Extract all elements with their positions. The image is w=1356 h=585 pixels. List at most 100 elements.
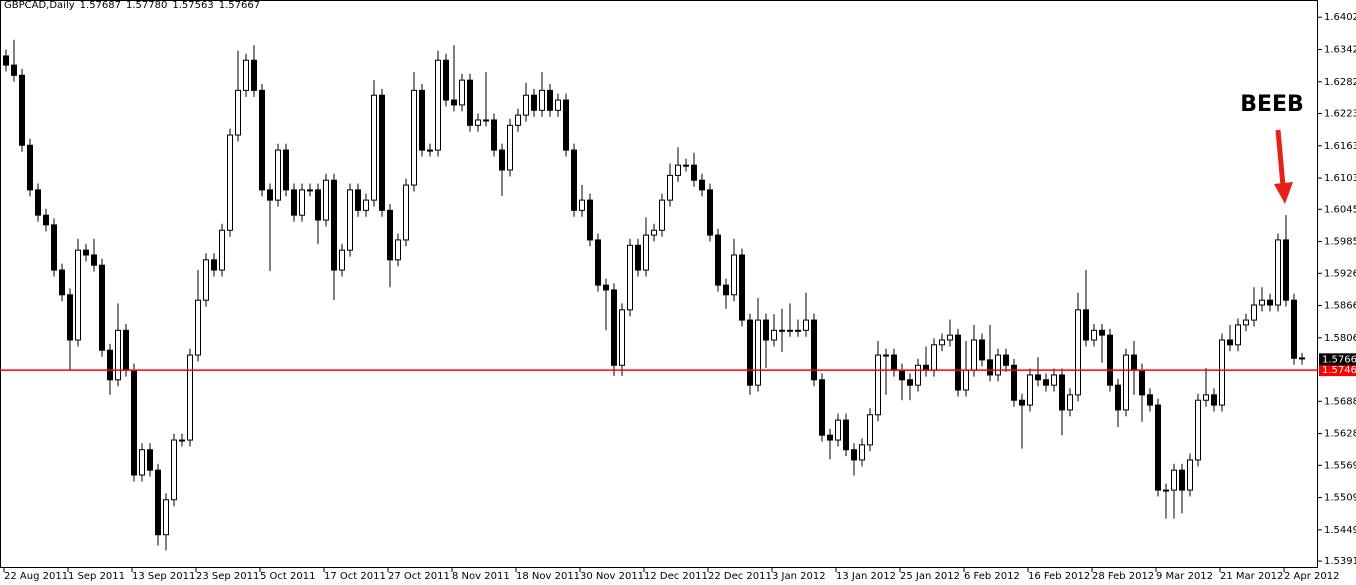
candle-body	[507, 124, 513, 171]
y-tick-label: 1.58060	[1324, 333, 1356, 344]
arrow-head	[1274, 182, 1293, 204]
candle-body	[1219, 339, 1225, 406]
candle-body	[1267, 299, 1273, 306]
x-tick-label: 13 Jan 2012	[836, 571, 896, 582]
candle-body	[115, 329, 121, 381]
candle-body	[875, 354, 881, 416]
candle-body	[427, 149, 433, 152]
x-tick-label: 12 Dec 2011	[644, 571, 708, 582]
candle-body	[259, 89, 265, 191]
candle-body	[843, 419, 849, 451]
candle-body	[411, 89, 417, 186]
candle-body	[579, 199, 585, 211]
candle-body	[971, 339, 977, 371]
candle-body	[939, 339, 945, 346]
candle-body	[475, 119, 481, 126]
x-tick-label: 9 Mar 2012	[1156, 571, 1213, 582]
candle-body	[1027, 374, 1033, 406]
arrow-shaft	[1275, 129, 1286, 187]
symbol: GBPCAD,Daily	[4, 0, 75, 11]
candle-body	[851, 449, 857, 461]
y-tick-label: 1.56880	[1324, 396, 1356, 407]
candle-body	[187, 354, 193, 441]
candle-body	[371, 94, 377, 201]
x-tick-label: 30 Nov 2011	[580, 571, 644, 582]
x-tick-label: 22 Dec 2011	[708, 571, 772, 582]
x-tick-label: 21 Mar 2012	[1220, 571, 1283, 582]
candle-body	[99, 264, 105, 351]
y-tick-label: 1.55690	[1324, 460, 1356, 471]
candle-body	[747, 319, 753, 386]
candle-body	[499, 149, 505, 171]
candle-body	[1067, 394, 1073, 411]
candle-body	[611, 289, 617, 366]
candle-body	[211, 259, 217, 271]
y-tick-label: 1.53910	[1324, 556, 1356, 567]
candle-body	[1299, 357, 1305, 360]
candle-body	[323, 179, 329, 221]
x-tick-label: 18 Nov 2011	[516, 571, 580, 582]
candle-body	[59, 269, 65, 296]
candle-body	[603, 284, 609, 291]
candle-body	[1283, 239, 1289, 301]
candle-body	[275, 149, 281, 201]
candle-body	[867, 414, 873, 446]
x-tick-label: 17 Oct 2011	[324, 571, 386, 582]
candle-body	[443, 59, 449, 101]
price-marker	[1319, 353, 1356, 366]
candle-body	[771, 329, 777, 341]
candle-body	[379, 94, 385, 211]
candle-body	[3, 55, 9, 66]
candle-body	[1115, 384, 1121, 411]
candle-body	[339, 249, 345, 271]
x-tick-label: 13 Sep 2011	[132, 571, 195, 582]
candle-body	[267, 189, 273, 201]
candle-body	[219, 229, 225, 271]
candle-body	[1227, 339, 1233, 346]
candle-body	[1179, 469, 1185, 491]
hline-label: 1.5746	[1322, 365, 1356, 376]
x-tick-label: 2 Apr 2012	[1284, 571, 1339, 582]
candle-body	[1259, 299, 1265, 306]
candle-body	[1155, 404, 1161, 491]
candle-body	[891, 354, 897, 371]
candle-body	[1139, 369, 1145, 396]
y-tick-label: 1.59850	[1324, 237, 1356, 248]
candle-body	[11, 64, 17, 76]
candle-body	[1003, 354, 1009, 366]
candle-body	[571, 149, 577, 211]
candle-body	[347, 189, 353, 251]
plot-frame	[0, 0, 1318, 568]
candle-body	[683, 164, 689, 167]
candle-body	[363, 199, 369, 211]
candle-body	[451, 99, 457, 106]
candle-body	[539, 89, 545, 111]
candle-body	[83, 249, 89, 256]
candle-body	[643, 234, 649, 271]
candle-body	[299, 189, 305, 216]
candle-body	[403, 184, 409, 241]
candle-body	[1059, 374, 1065, 411]
y-tick-label: 1.61030	[1324, 173, 1356, 184]
candle-body	[547, 89, 553, 111]
candle-body	[1099, 329, 1105, 336]
candle-body	[483, 119, 489, 122]
candle-body	[1251, 304, 1257, 321]
candle-body	[827, 434, 833, 441]
candle-body	[947, 334, 953, 341]
candle-body	[179, 439, 185, 442]
candle-body	[459, 79, 465, 106]
y-tick-label: 1.54490	[1324, 525, 1356, 536]
candle-body	[171, 439, 177, 501]
candle-body	[1235, 324, 1241, 346]
y-tick-label: 1.55090	[1324, 493, 1356, 504]
candle-body	[203, 259, 209, 301]
y-tick-label: 1.58660	[1324, 301, 1356, 312]
candle-body	[635, 244, 641, 271]
candle-body	[283, 149, 289, 191]
candle-body	[1171, 469, 1177, 491]
candle-body	[315, 189, 321, 221]
x-tick-label: 6 Feb 2012	[964, 571, 1020, 582]
candle-body	[627, 244, 633, 311]
candle-body	[739, 254, 745, 321]
